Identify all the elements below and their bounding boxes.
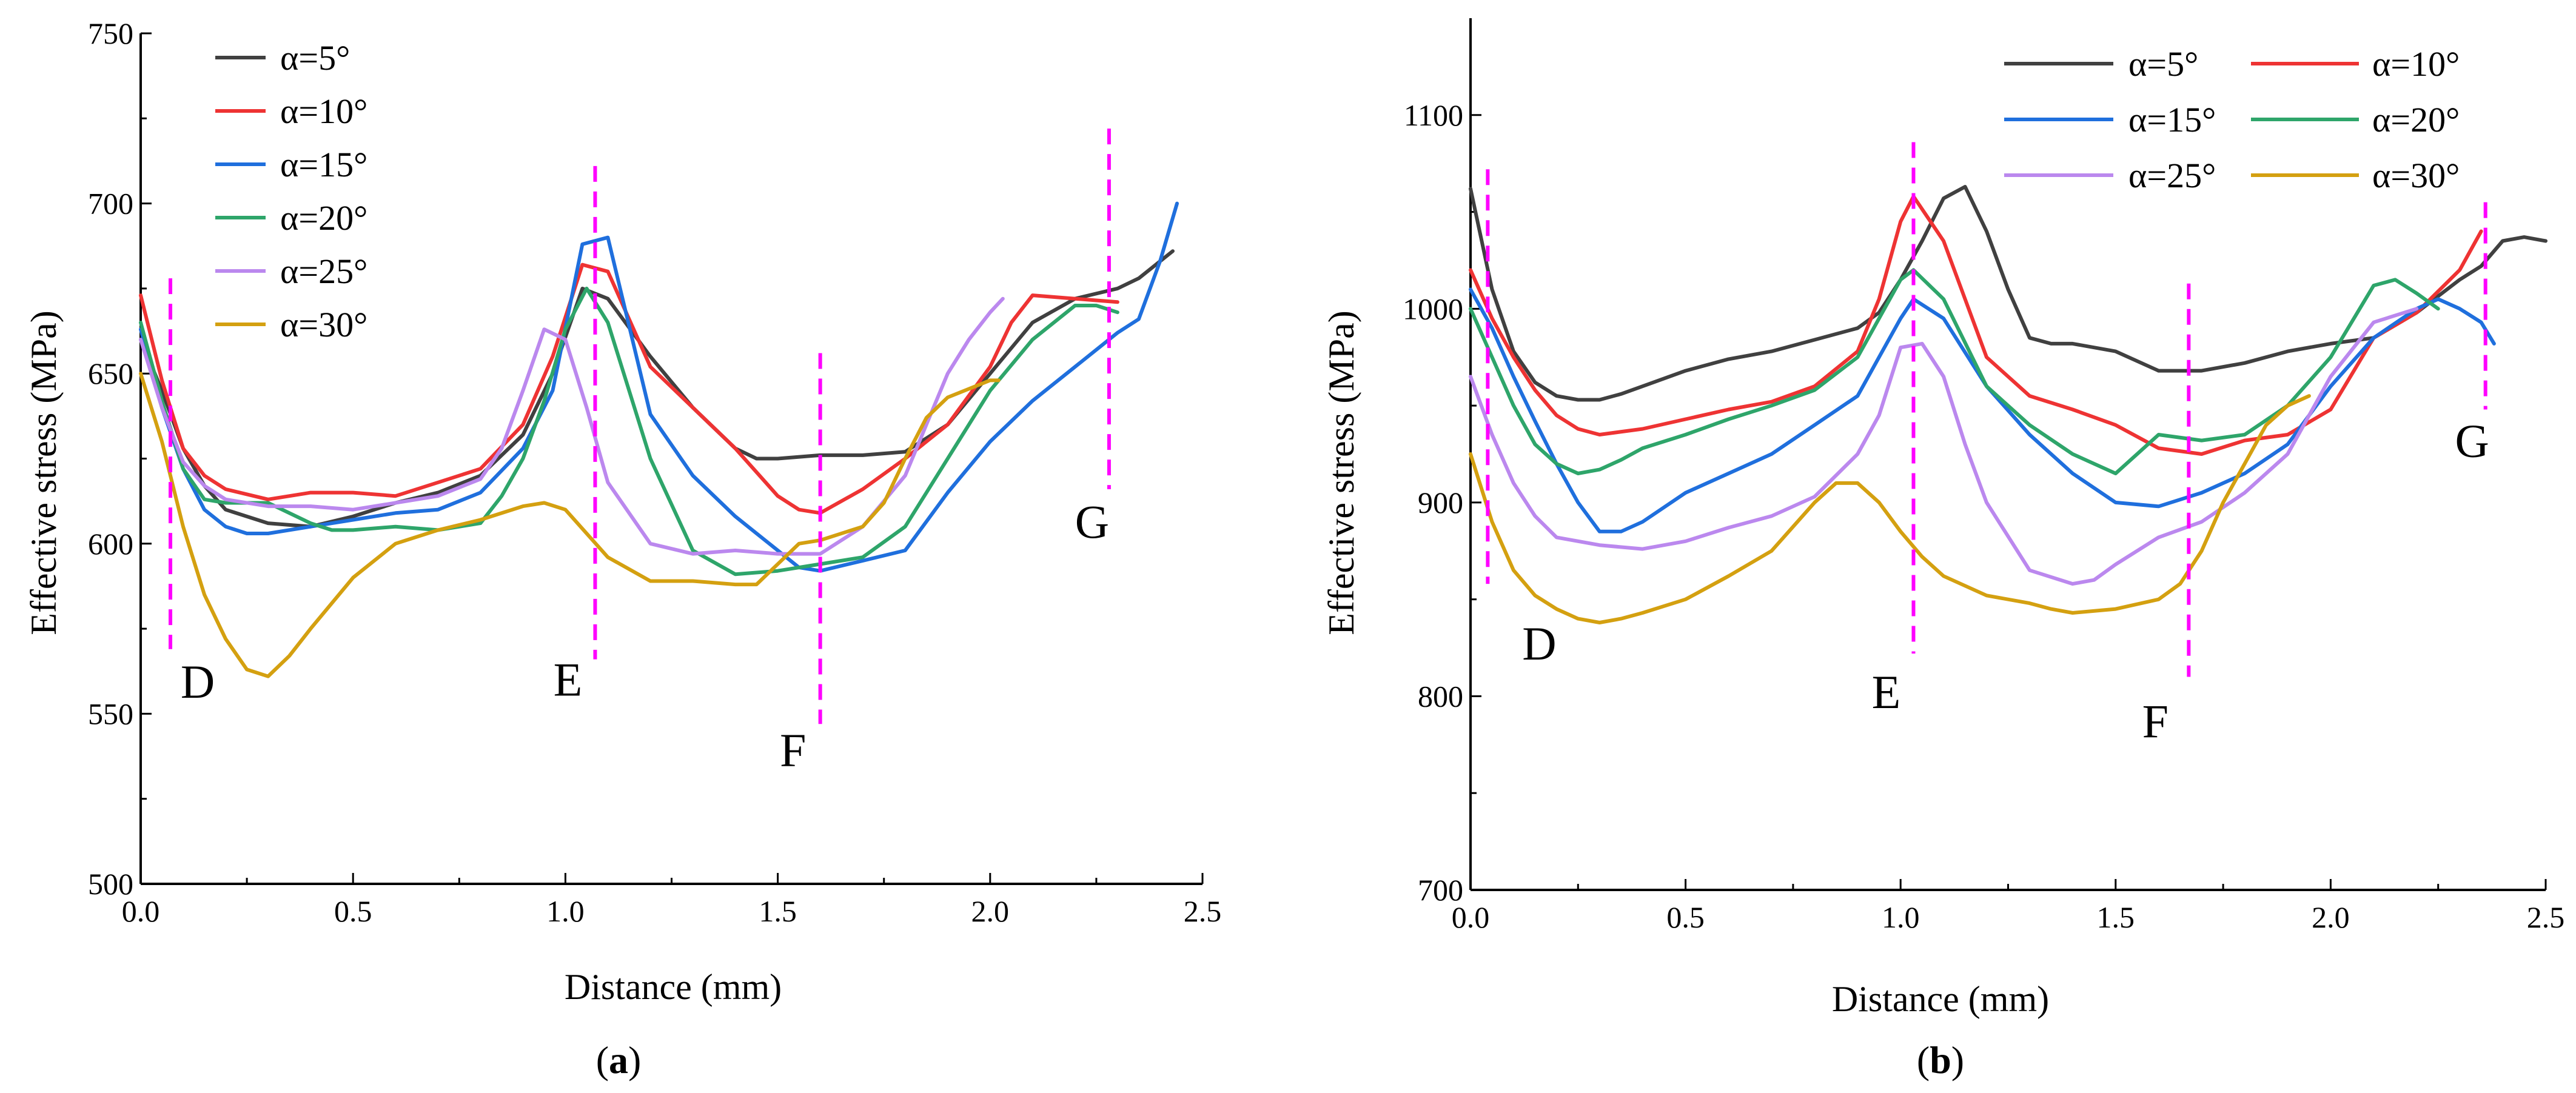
- legend-label-2: α=10°: [2372, 44, 2460, 84]
- x-tick-label: 2.5: [1184, 894, 1222, 928]
- legend-label-2: α=10°: [280, 92, 367, 131]
- chart-b: 0.0 0.5 1.0 1.5 2.0 2.5 700 800 900 1000 1100 D E F G…: [1321, 18, 2564, 1081]
- region-label-D: D: [1522, 617, 1556, 670]
- legend-label-4: α=20°: [2372, 100, 2460, 139]
- legend-label-5: α=25°: [2128, 156, 2216, 195]
- legend-label-3: α=15°: [2128, 100, 2216, 139]
- chart-a-ylabel: Effective stress (MPa): [24, 310, 64, 635]
- chart-b-caption: (b): [1917, 1038, 1964, 1081]
- x-tick-label: 1.5: [759, 894, 797, 928]
- region-label-E: E: [1872, 666, 1901, 718]
- legend-label-6: α=30°: [280, 305, 367, 344]
- legend-label-5: α=25°: [280, 252, 367, 291]
- series-line-3: [139, 201, 1179, 573]
- y-tick-label: 800: [1418, 679, 1463, 713]
- legend-label-1: α=5°: [2128, 44, 2198, 84]
- x-tick-label: 1.0: [1882, 900, 1920, 934]
- y-tick-label: 600: [88, 527, 133, 561]
- series-line-6: [1469, 394, 2311, 624]
- y-tick-label: 500: [88, 867, 133, 901]
- chart-b-xlabel: Distance (mm): [1832, 979, 2049, 1019]
- x-tick-label: 2.0: [2312, 900, 2350, 934]
- y-tick-label: 1100: [1404, 98, 1463, 132]
- chart-a-caption: (a): [596, 1038, 642, 1081]
- y-tick-label: 650: [88, 356, 133, 390]
- chart-a-axes: 0.0 0.5 1.0 1.5 2.0 2.5 500 550 600 650 700 750: [88, 16, 1221, 928]
- chart-b-ylabel: Effective stress (MPa): [1321, 310, 1361, 635]
- y-tick-label: 700: [88, 187, 133, 221]
- chart-a-caption-open: (: [596, 1038, 609, 1081]
- chart-b-axes: 0.0 0.5 1.0 1.5 2.0 2.5 700 800 900 1000 1100: [1403, 18, 2564, 934]
- y-tick-label: 750: [88, 16, 133, 50]
- region-label-E: E: [554, 653, 583, 706]
- series-line-2: [139, 262, 1119, 515]
- legend-label-1: α=5°: [280, 38, 350, 78]
- series-line-2: [1469, 195, 2483, 456]
- region-label-G: G: [1075, 495, 1109, 548]
- series-line-6: [139, 372, 1001, 678]
- legend-label-6: α=30°: [2372, 156, 2460, 195]
- x-tick-label: 1.0: [546, 894, 585, 928]
- x-tick-label: 0.5: [334, 894, 372, 928]
- chart-b-legend: α=5° α=10° α=15° α=20° α=25° α=30°: [2004, 44, 2460, 195]
- series-line-1: [139, 249, 1175, 529]
- region-label-F: F: [780, 724, 806, 777]
- legend-label-4: α=20°: [280, 198, 367, 238]
- chart-a-caption-close: ): [628, 1038, 641, 1081]
- region-label-F: F: [2142, 695, 2168, 747]
- chart-a-caption-letter: a: [609, 1038, 628, 1081]
- y-tick-label: 1000: [1403, 292, 1463, 326]
- x-tick-label: 0.0: [122, 894, 160, 928]
- y-tick-label: 550: [88, 697, 133, 730]
- series-line-1: [1469, 185, 2547, 402]
- chart-a: 0.0 0.5 1.0 1.5 2.0 2.5 500 550 600 650 700 750 D E F…: [24, 16, 1221, 1081]
- chart-a-legend: α=5° α=10° α=15° α=20° α=25° α=30°: [215, 38, 367, 344]
- series-line-5: [1469, 307, 2419, 586]
- x-tick-label: 0.0: [1452, 900, 1490, 934]
- chart-b-markers: D E F G: [1486, 142, 2489, 747]
- region-label-D: D: [181, 655, 215, 708]
- series-line-4: [139, 286, 1119, 577]
- chart-a-xlabel: Distance (mm): [565, 967, 782, 1007]
- chart-b-series: [1469, 185, 2547, 624]
- y-tick-label: 900: [1418, 486, 1463, 520]
- legend-label-3: α=15°: [280, 145, 367, 184]
- chart-b-caption-close: ): [1951, 1038, 1964, 1081]
- x-tick-label: 2.0: [971, 894, 1010, 928]
- chart-a-markers: D E F G: [169, 129, 1111, 777]
- x-tick-label: 0.5: [1666, 900, 1705, 934]
- chart-b-caption-open: (: [1917, 1038, 1930, 1081]
- x-tick-label: 1.5: [2097, 900, 2135, 934]
- region-label-G: G: [2455, 415, 2489, 467]
- series-line-5: [139, 296, 1005, 556]
- chart-b-caption-letter: b: [1930, 1038, 1951, 1081]
- y-tick-label: 700: [1418, 873, 1463, 907]
- chart-a-series: [139, 201, 1179, 678]
- x-tick-label: 2.5: [2527, 900, 2565, 934]
